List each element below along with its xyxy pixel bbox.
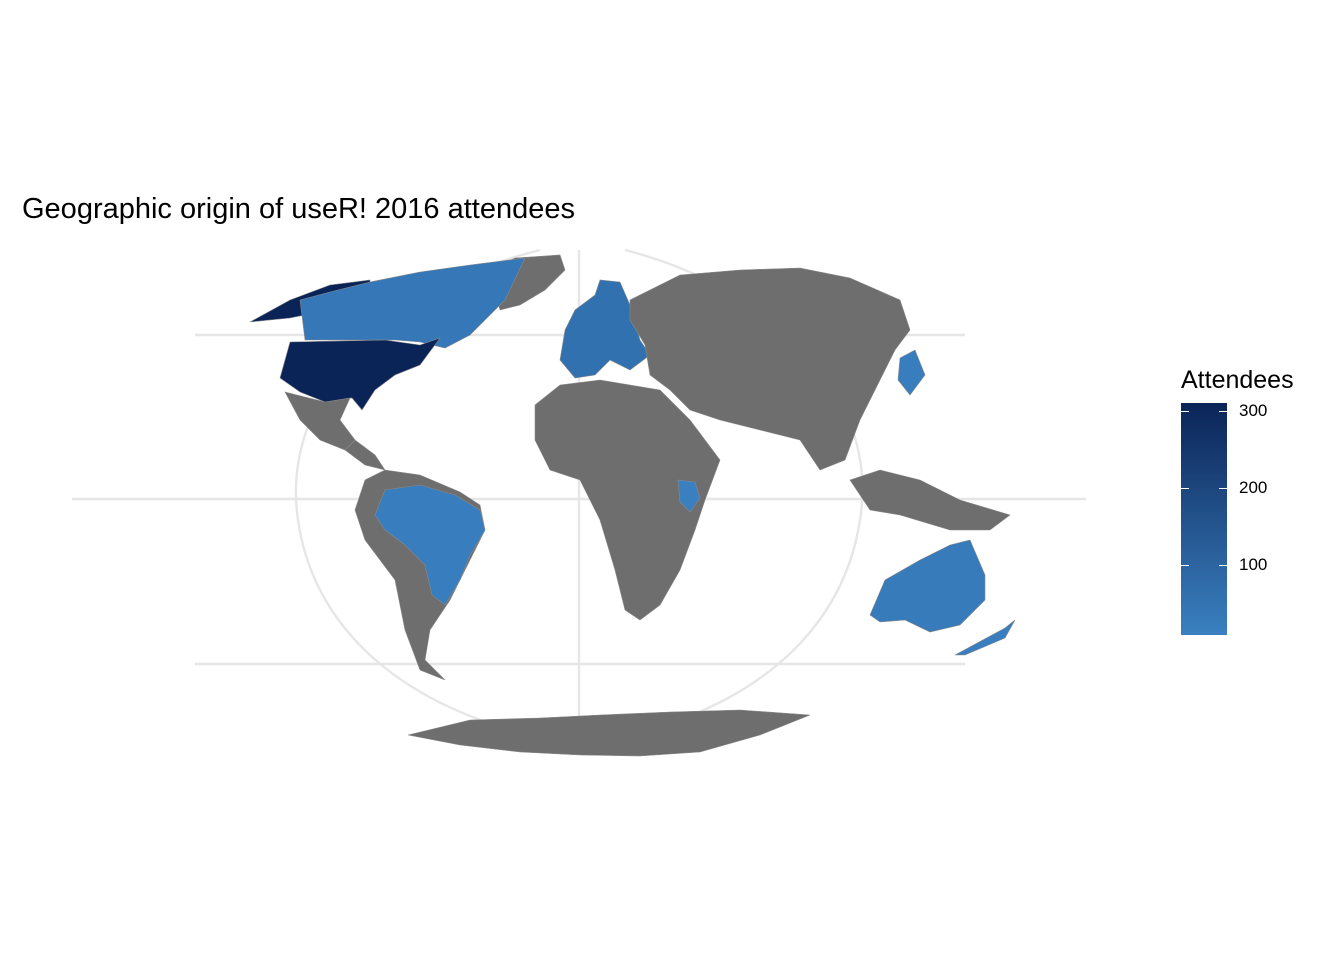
legend-tick-label: 100: [1239, 555, 1268, 575]
legend: Attendees 100 200 300: [1181, 366, 1294, 635]
region-australia: [869, 539, 986, 633]
legend-tick-mark: [1181, 410, 1189, 412]
region-mexico: [284, 391, 356, 451]
legend-tick-mark: [1219, 488, 1227, 490]
region-antarctica: [407, 709, 811, 757]
region-europe: [559, 279, 651, 379]
region-central-america: [344, 439, 386, 471]
legend-tick-label: 300: [1239, 400, 1268, 420]
region-southeast-asia: [849, 469, 1011, 531]
region-africa: [534, 379, 721, 621]
legend-tick-mark: [1219, 410, 1227, 412]
legend-tick-label: 200: [1239, 478, 1268, 498]
legend-tick-mark: [1219, 565, 1227, 567]
map-title: Geographic origin of useR! 2016 attendee…: [22, 193, 575, 225]
legend-tick-mark: [1181, 488, 1189, 490]
region-canada: [299, 257, 526, 349]
region-kenya: [677, 479, 701, 513]
region-russia-asia: [629, 267, 911, 471]
region-japan: [897, 349, 926, 396]
region-new-zealand: [954, 619, 1016, 656]
land-masses: [249, 254, 1016, 757]
legend-title: Attendees: [1181, 366, 1294, 394]
legend-colorbar: [1181, 403, 1227, 635]
legend-tick-mark: [1181, 565, 1189, 567]
region-brazil: [374, 484, 486, 606]
